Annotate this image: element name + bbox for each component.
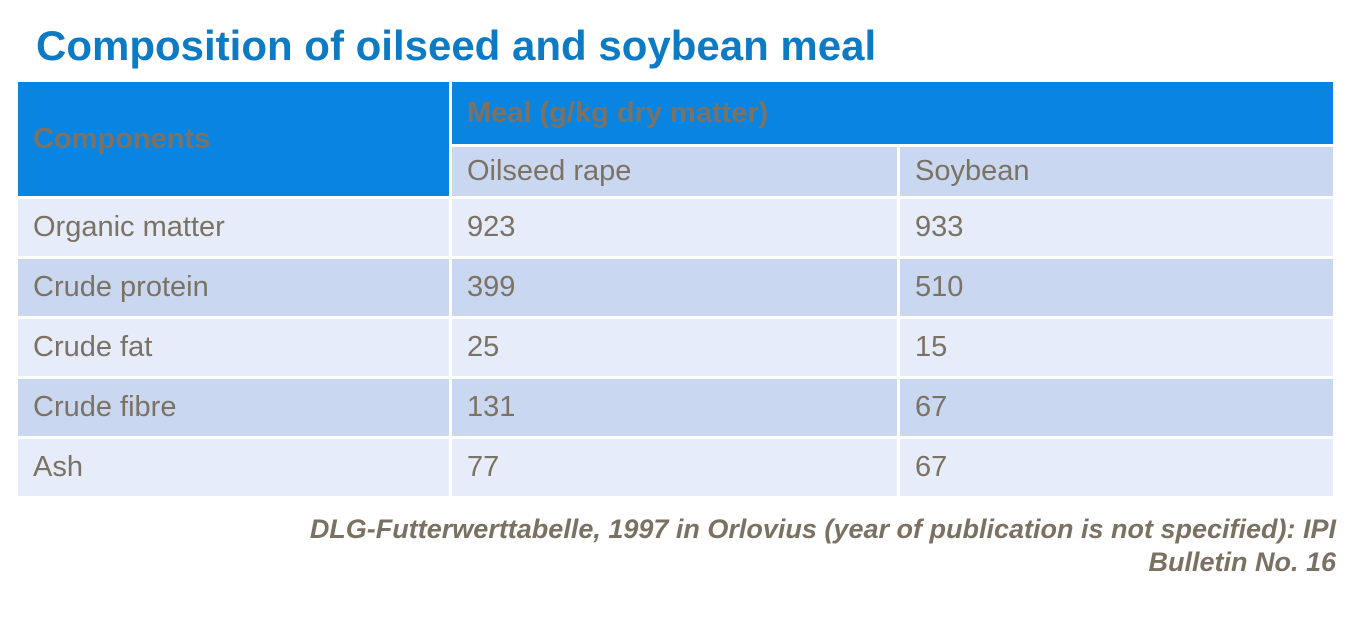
- subheader-row: Oilseed rape Soybean: [18, 146, 1333, 197]
- source-citation: DLG-Futterwerttabelle, 1997 in Orlovius …: [309, 514, 1336, 577]
- components-header-cell: Components: [18, 82, 449, 197]
- soybean-value-cell: 67: [900, 439, 1333, 497]
- oilseed-rape-value-cell: 399: [451, 259, 897, 317]
- soybean-value-cell: 510: [900, 259, 1333, 317]
- page-title: Composition of oilseed and soybean meal: [36, 22, 877, 69]
- soybean-value-cell: 15: [900, 319, 1333, 377]
- soybean-value-cell: 933: [900, 199, 1333, 257]
- header-row: Components Meal (g/kg dry matter): [18, 82, 1333, 197]
- column-header-oilseed-rape: Oilseed rape: [451, 146, 897, 197]
- meal-group-header-cell: Meal (g/kg dry matter): [451, 82, 1333, 144]
- composition-table: Components Meal (g/kg dry matter) Oilsee…: [15, 79, 1336, 499]
- table-row: Crude fibre 131 67: [18, 379, 1333, 437]
- oilseed-rape-value-cell: 923: [451, 199, 897, 257]
- oilseed-rape-value-cell: 25: [451, 319, 897, 377]
- component-cell: Crude fibre: [18, 379, 449, 437]
- component-cell: Ash: [18, 439, 449, 497]
- table-row: Crude fat 25 15: [18, 319, 1333, 377]
- soybean-value-cell: 67: [900, 379, 1333, 437]
- component-cell: Crude fat: [18, 319, 449, 377]
- table-row: Crude protein 399 510: [18, 259, 1333, 317]
- table-row: Organic matter 923 933: [18, 199, 1333, 257]
- oilseed-rape-value-cell: 77: [451, 439, 897, 497]
- component-cell: Crude protein: [18, 259, 449, 317]
- column-header-soybean: Soybean: [900, 146, 1333, 197]
- component-cell: Organic matter: [18, 199, 449, 257]
- oilseed-rape-value-cell: 131: [451, 379, 897, 437]
- table-row: Ash 77 67: [18, 439, 1333, 497]
